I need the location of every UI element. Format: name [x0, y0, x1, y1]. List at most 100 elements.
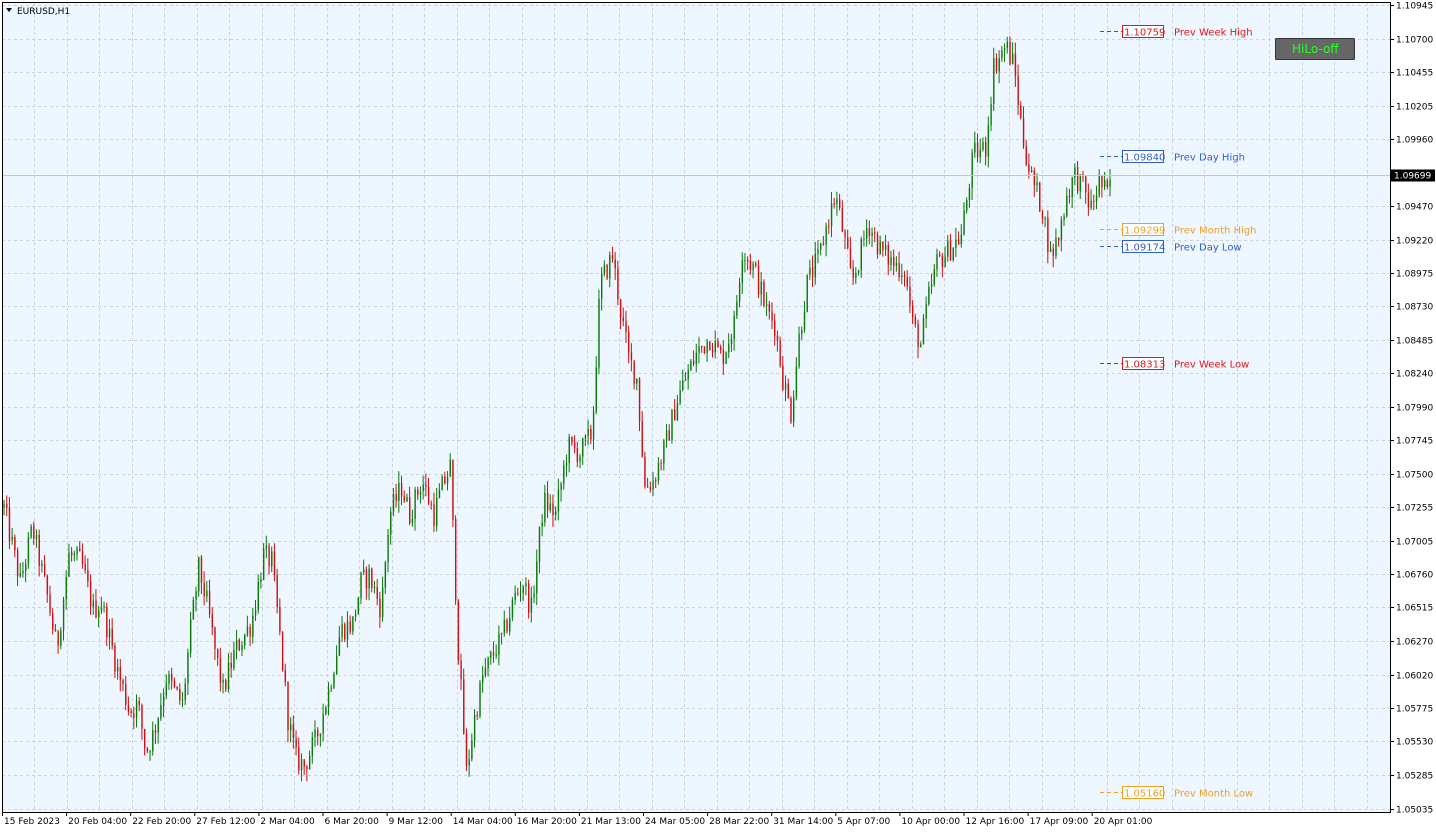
candle-body: [41, 563, 43, 566]
candle-body: [219, 657, 222, 683]
candle-body: [657, 462, 660, 481]
y-tick-label: 1.07255: [1396, 504, 1433, 514]
candle-body: [52, 613, 54, 630]
candle-body: [152, 730, 154, 752]
candle-body: [135, 700, 138, 718]
candle-body: [27, 537, 30, 564]
level-tag-box: [1122, 25, 1164, 38]
candle-body: [655, 480, 657, 482]
candle-body: [757, 265, 760, 295]
candle-body: [130, 711, 132, 714]
candle-body: [511, 599, 514, 618]
candle-body: [798, 333, 800, 367]
candle-body: [652, 480, 654, 490]
candle-body: [162, 695, 165, 706]
y-tick-label: 1.07745: [1396, 437, 1433, 447]
y-tick-label: 1.06515: [1396, 604, 1433, 614]
candle-body: [517, 592, 519, 594]
hilo-toggle-button[interactable]: [1275, 38, 1355, 60]
candle-body: [57, 631, 59, 646]
candle-body: [855, 272, 857, 278]
candle-body: [617, 268, 619, 300]
candle-body: [630, 352, 633, 361]
candle-body: [500, 633, 503, 635]
candle-body: [122, 680, 124, 685]
candle-body: [403, 496, 406, 502]
candle-body: [884, 245, 887, 250]
x-tick-label: 9 Mar 12:00: [389, 817, 444, 827]
candle-body: [227, 662, 230, 690]
candle-body: [706, 341, 708, 353]
candle-body: [484, 668, 487, 676]
candle-body: [817, 249, 819, 254]
candle-body: [457, 600, 460, 661]
x-tick-label: 17 Apr 09:00: [1030, 817, 1089, 827]
candle-body: [249, 626, 251, 637]
candle-body: [971, 152, 973, 189]
candle-body: [976, 142, 979, 158]
candle-body: [979, 149, 982, 158]
y-tick-label: 1.05035: [1396, 806, 1433, 816]
candle-body: [595, 367, 598, 412]
candle-body: [292, 724, 295, 739]
candle-body: [692, 360, 695, 365]
candle-body: [941, 255, 944, 267]
x-tick-label: 12 Apr 16:00: [966, 817, 1025, 827]
candle-body: [46, 575, 49, 595]
candle-body: [173, 680, 176, 687]
candle-body: [966, 200, 968, 211]
candle-body: [506, 619, 508, 632]
candle-body: [492, 652, 495, 656]
candle-body: [8, 507, 11, 541]
candle-body: [1003, 48, 1006, 51]
candle-body: [985, 142, 987, 157]
x-tick-label: 6 Mar 20:00: [325, 817, 380, 827]
hilo-toggle-label[interactable]: HiLo-off: [1292, 42, 1339, 56]
candle-body: [866, 228, 868, 239]
candle-body: [103, 606, 105, 608]
level-value-tag: 1.09840: [1124, 153, 1165, 164]
candle-body: [92, 600, 95, 607]
candle-body: [427, 486, 430, 504]
candle-body: [1025, 146, 1027, 165]
candle-body: [1058, 237, 1060, 241]
candle-body: [995, 58, 998, 72]
candle-body: [960, 234, 963, 245]
x-tick-label: 5 Apr 07:00: [837, 817, 890, 827]
candle-body: [646, 486, 649, 488]
candle-body: [87, 570, 89, 582]
candle-body: [838, 198, 841, 208]
candle-body: [917, 324, 919, 348]
level-value-tag: 1.05160: [1124, 789, 1165, 800]
x-tick-label: 21 Mar 13:00: [581, 817, 641, 827]
candle-body: [33, 526, 35, 539]
candle-body: [947, 240, 949, 257]
candle-body: [747, 259, 749, 262]
candle-body: [406, 496, 408, 502]
candle-body: [1090, 200, 1092, 208]
candle-body: [1012, 53, 1014, 64]
candle-body: [35, 535, 38, 539]
candle-body: [268, 545, 270, 567]
candle-body: [963, 210, 965, 235]
candle-body: [354, 614, 357, 617]
candle-body: [687, 370, 689, 380]
candle-body: [895, 262, 898, 267]
candle-body: [849, 248, 852, 268]
candle-body: [479, 682, 481, 717]
candle-body: [720, 346, 722, 351]
x-tick-label: 27 Feb 12:00: [196, 817, 255, 827]
candle-body: [95, 600, 97, 618]
candle-body: [1028, 164, 1030, 173]
plot-area: [2, 2, 1390, 812]
candle-body: [195, 591, 197, 601]
candle-body: [125, 684, 127, 705]
candle-body: [273, 551, 276, 576]
x-tick-label: 2 Mar 04:00: [260, 817, 315, 827]
candle-body: [625, 321, 627, 333]
x-tick-label: 16 Mar 20:00: [517, 817, 577, 827]
candle-body: [454, 519, 457, 601]
candle-body: [192, 600, 195, 620]
